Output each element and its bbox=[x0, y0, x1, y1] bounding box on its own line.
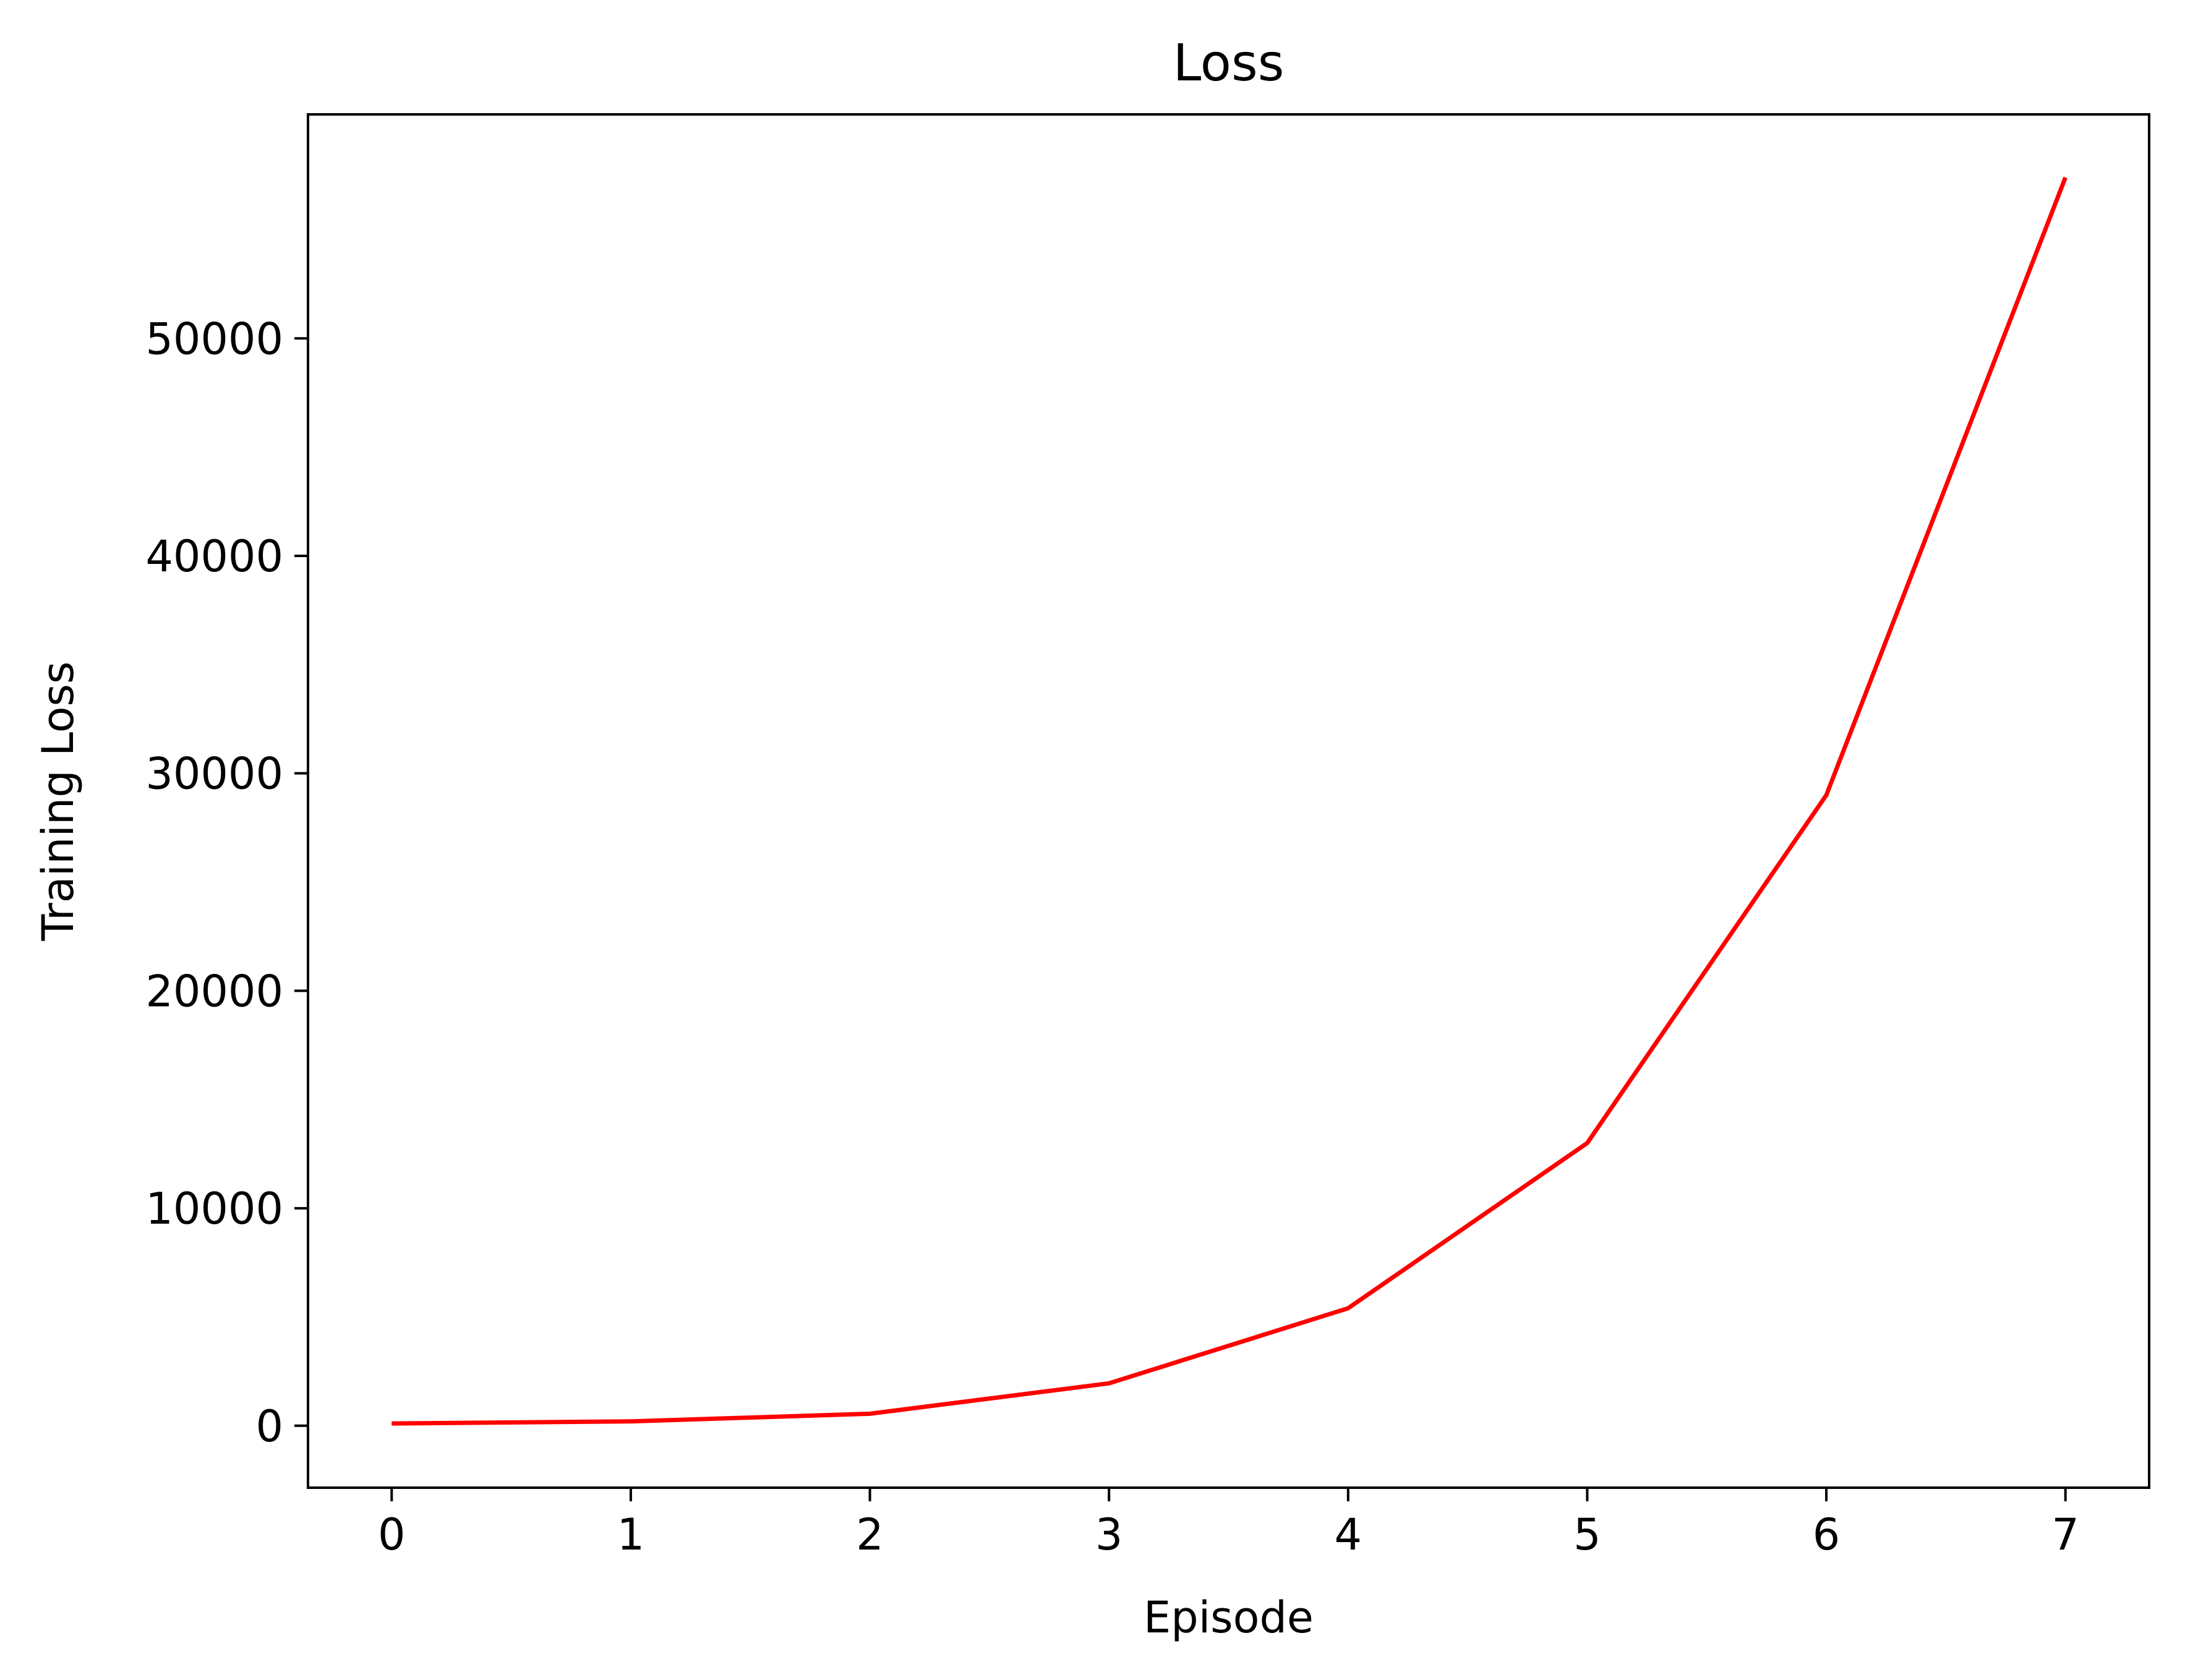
series-layer bbox=[391, 176, 2067, 1426]
y-tick-label: 0 bbox=[255, 1401, 283, 1452]
y-tick-label: 50000 bbox=[145, 313, 283, 364]
y-tick-label: 20000 bbox=[145, 966, 283, 1017]
x-tick-label: 5 bbox=[1573, 1509, 1601, 1560]
x-tick-label: 3 bbox=[1095, 1509, 1123, 1560]
training-loss-line bbox=[391, 176, 2067, 1426]
x-axis-label: Episode bbox=[1144, 1592, 1314, 1643]
x-axis-ticks: 0 1 2 3 4 5 6 7 bbox=[378, 1488, 2079, 1560]
x-tick-label: 7 bbox=[2051, 1509, 2079, 1560]
y-tick-label: 10000 bbox=[145, 1183, 283, 1234]
y-tick-label: 40000 bbox=[145, 531, 283, 582]
x-tick-label: 1 bbox=[617, 1509, 645, 1560]
x-tick-label: 6 bbox=[1813, 1509, 1841, 1560]
chart-title: Loss bbox=[1173, 34, 1285, 93]
x-tick-label: 0 bbox=[378, 1509, 406, 1560]
y-axis-label: Training Loss bbox=[33, 662, 83, 942]
x-tick-label: 2 bbox=[856, 1509, 884, 1560]
x-tick-label: 4 bbox=[1335, 1509, 1362, 1560]
plot-area-frame bbox=[307, 113, 2150, 1489]
y-axis-ticks: 0 10000 20000 30000 40000 50000 bbox=[145, 313, 308, 1452]
y-tick-label: 30000 bbox=[145, 749, 283, 799]
